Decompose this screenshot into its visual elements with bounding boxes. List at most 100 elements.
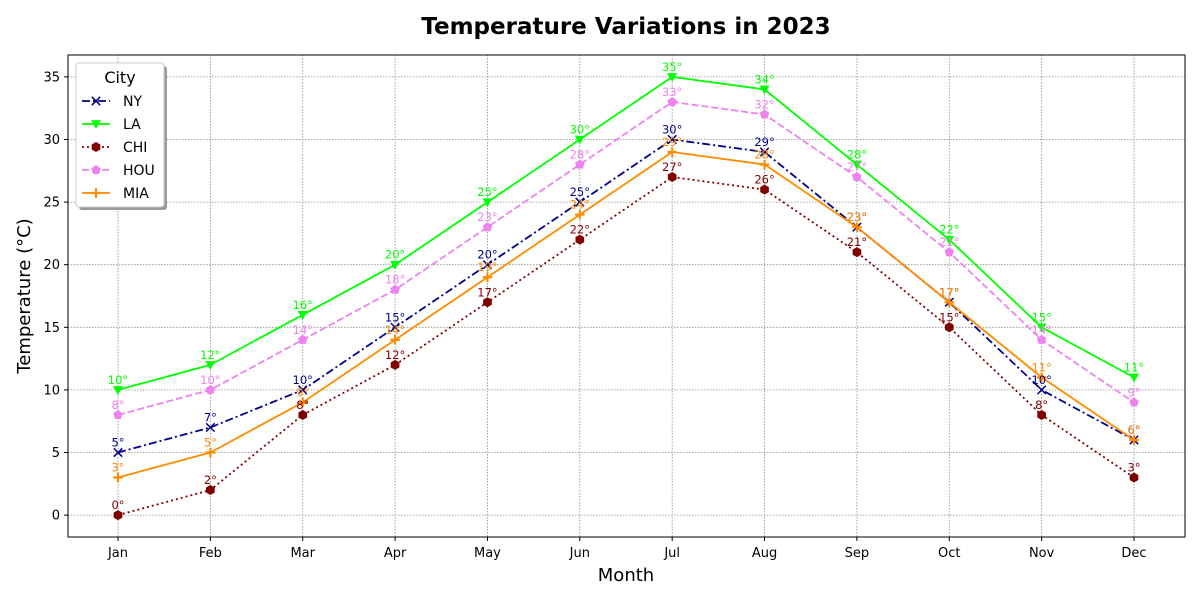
- data-point-chi: [667, 172, 677, 183]
- data-point-hou: [205, 384, 216, 394]
- data-point-la: [759, 85, 770, 95]
- data-point-la: [482, 198, 493, 208]
- data-label-ny: 17°: [939, 285, 959, 299]
- x-tick-label: May: [474, 546, 501, 561]
- data-label-la: 30°: [570, 123, 590, 137]
- data-point-ny: [482, 259, 493, 270]
- data-point-la: [851, 160, 862, 170]
- data-label-hou: 14°: [293, 323, 313, 337]
- series-chi: [113, 172, 1139, 521]
- data-point-la: [205, 361, 216, 370]
- legend-marker-chi: [91, 142, 101, 152]
- x-tick-label: Feb: [199, 546, 222, 561]
- legend-item-ny: NY: [82, 94, 142, 110]
- data-label-chi: 17°: [477, 285, 497, 299]
- x-tick-label: Nov: [1029, 546, 1055, 561]
- y-tick-label: 0: [52, 509, 60, 524]
- series-line-chi: [117, 176, 1135, 516]
- y-tick-label: 25: [43, 196, 60, 211]
- y-tick-label: 15: [43, 321, 60, 336]
- data-label-chi: 2°: [204, 473, 217, 487]
- data-label-hou: 33°: [662, 85, 682, 99]
- data-label-ny: 6°: [1127, 423, 1140, 437]
- legend-label-hou: HOU: [123, 163, 155, 179]
- data-label-ny: 29°: [754, 135, 774, 149]
- data-point-hou: [759, 109, 770, 119]
- data-label-ny: 15°: [385, 310, 405, 324]
- data-labels: 5°7°10°15°20°25°30°29°23°17°10°6°10°12°1…: [108, 60, 1144, 512]
- data-label-hou: 18°: [385, 273, 405, 287]
- data-label-chi: 21°: [847, 235, 867, 249]
- data-point-la: [1036, 323, 1047, 333]
- data-label-chi: 8°: [296, 398, 309, 412]
- data-label-la: 11°: [1124, 360, 1144, 374]
- chart-title: Temperature Variations in 2023: [421, 14, 830, 40]
- data-label-chi: 3°: [1127, 461, 1140, 475]
- data-label-mia: 23°: [847, 210, 867, 224]
- data-point-ny: [205, 422, 216, 433]
- data-point-ny: [575, 197, 585, 207]
- data-point-mia: [390, 335, 400, 345]
- data-label-la: 16°: [293, 298, 313, 312]
- data-label-hou: 14°: [1031, 323, 1051, 337]
- data-label-mia: 29°: [662, 135, 682, 149]
- x-tick-label: Jul: [663, 546, 680, 561]
- legend-marker-mia: [91, 188, 101, 198]
- data-point-ny: [390, 322, 400, 333]
- x-tick-label: Apr: [384, 546, 407, 561]
- data-label-ny: 30°: [662, 123, 682, 137]
- series-line-hou: [117, 101, 1135, 416]
- data-label-mia: 24°: [570, 198, 590, 212]
- series-la: [113, 73, 1139, 395]
- x-tick-label: Jan: [107, 546, 128, 561]
- data-label-chi: 15°: [939, 310, 959, 324]
- data-point-hou: [297, 334, 308, 344]
- plot-frame: [67, 54, 1186, 538]
- data-point-mia: [113, 472, 123, 483]
- data-label-mia: 9°: [296, 385, 309, 399]
- data-point-ny: [113, 447, 123, 458]
- data-point-hou: [852, 172, 862, 182]
- x-tick-label: Sep: [845, 546, 870, 561]
- data-point-la: [944, 235, 955, 245]
- data-point-chi: [1037, 409, 1046, 420]
- data-label-mia: 17°: [939, 285, 959, 299]
- data-label-ny: 20°: [477, 248, 497, 262]
- y-tick-label: 35: [43, 70, 60, 85]
- data-point-la: [1129, 373, 1139, 383]
- data-label-ny: 25°: [570, 185, 590, 199]
- data-point-mia: [759, 159, 770, 170]
- data-point-chi: [760, 184, 769, 195]
- data-label-hou: 8°: [111, 398, 124, 412]
- data-point-chi: [113, 510, 123, 521]
- data-point-hou: [1036, 334, 1047, 344]
- data-label-hou: 32°: [754, 97, 774, 111]
- data-label-la: 12°: [200, 348, 220, 362]
- legend-title: City: [104, 68, 135, 87]
- data-point-mia: [1036, 372, 1047, 383]
- data-label-hou: 27°: [847, 160, 867, 174]
- data-point-mia: [944, 297, 955, 308]
- data-point-hou: [1129, 397, 1139, 407]
- data-point-hou: [667, 96, 677, 106]
- legend-item-mia: MIA: [82, 186, 149, 202]
- data-point-ny: [1036, 385, 1047, 395]
- y-tick-label: 5: [52, 446, 60, 461]
- data-point-ny: [667, 134, 677, 145]
- data-label-ny: 10°: [293, 373, 313, 387]
- legend-marker-la: [91, 120, 101, 129]
- data-point-mia: [575, 209, 585, 220]
- data-label-mia: 19°: [477, 260, 497, 274]
- data-point-la: [574, 135, 585, 145]
- data-label-mia: 11°: [1031, 360, 1051, 374]
- data-label-la: 25°: [477, 185, 497, 199]
- x-tick-label: Oct: [938, 546, 960, 561]
- data-point-mia: [852, 222, 862, 232]
- data-label-mia: 6°: [1127, 423, 1140, 437]
- data-point-chi: [575, 234, 585, 245]
- legend-item-la: LA: [82, 117, 141, 133]
- legend: City NY LA CHI HOU MIA: [75, 62, 167, 210]
- data-point-mia: [205, 447, 216, 458]
